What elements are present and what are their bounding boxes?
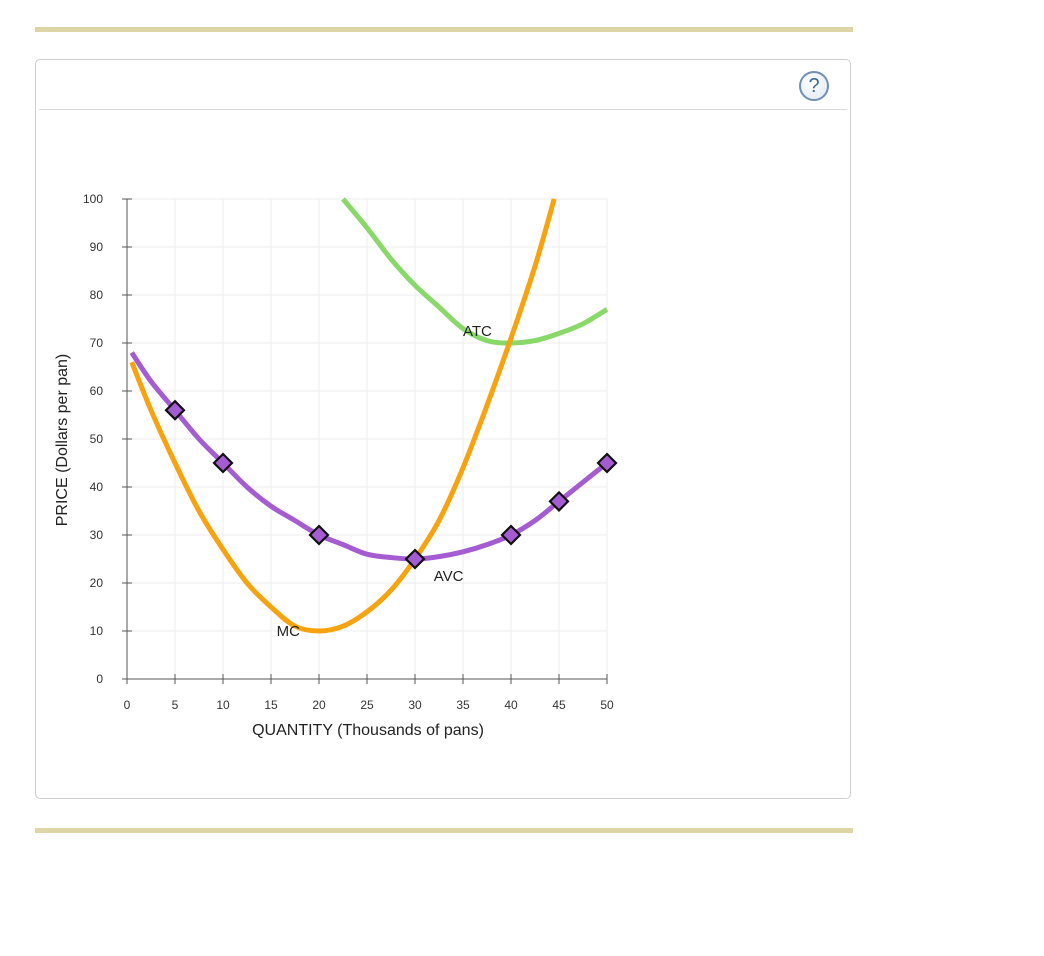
atc-curve [341, 197, 609, 346]
y-tick-label: 60 [90, 384, 104, 398]
avc-markers[interactable] [164, 399, 618, 570]
x-tick-label: 5 [172, 698, 179, 712]
x-tick-label: 35 [456, 698, 470, 712]
x-tick-label: 40 [504, 698, 518, 712]
y-tick-label: 100 [83, 192, 103, 206]
atc-label: ATC [463, 323, 492, 340]
avc-marker[interactable] [548, 490, 570, 512]
x-tick-label: 0 [124, 698, 131, 712]
help-question-icon[interactable]: ? [799, 71, 829, 101]
axes [122, 198, 608, 684]
panel-header-divider [39, 109, 847, 110]
grid-lines [127, 198, 608, 679]
y-tick-label: 10 [90, 624, 104, 638]
y-tick-label: 30 [90, 528, 104, 542]
avc-marker[interactable] [596, 452, 618, 474]
top-divider-rule [35, 27, 853, 32]
avc-marker[interactable] [164, 399, 186, 421]
help-label: ? [808, 75, 820, 97]
x-axis-title: QUANTITY (Thousands of pans) [252, 722, 484, 739]
y-tick-label: 40 [90, 480, 104, 494]
x-tick-label: 15 [264, 698, 278, 712]
graph-panel: ? [35, 59, 851, 799]
avc-label: AVC [434, 568, 464, 585]
y-tick-label: 0 [96, 672, 103, 686]
y-tick-label: 20 [90, 576, 104, 590]
y-tick-label: 80 [90, 288, 104, 302]
curves [129, 197, 609, 634]
mc-curve [129, 198, 557, 634]
x-tick-label: 20 [312, 698, 326, 712]
x-tick-label: 10 [216, 698, 230, 712]
avc-marker[interactable] [212, 452, 234, 474]
bottom-divider-rule [35, 828, 853, 833]
y-tick-label: 70 [90, 336, 104, 350]
avc-marker[interactable] [308, 524, 330, 546]
x-tick-label: 45 [552, 698, 566, 712]
mc-label: MC [277, 623, 300, 640]
avc-marker[interactable] [404, 548, 426, 570]
x-tick-label: 30 [408, 698, 422, 712]
y-axis-title: PRICE (Dollars per pan) [54, 354, 71, 527]
y-tick-label: 50 [90, 432, 104, 446]
avc-curve [129, 351, 609, 562]
curve-labels: ATC MC AVC [277, 323, 492, 640]
x-tick-label: 25 [360, 698, 374, 712]
y-tick-label: 90 [90, 240, 104, 254]
tick-labels: 0 10 20 30 40 50 60 70 80 90 100 0 5 10 15 20 25 30 35 40 45… [83, 192, 614, 712]
avc-marker[interactable] [500, 524, 522, 546]
x-tick-label: 50 [600, 698, 614, 712]
